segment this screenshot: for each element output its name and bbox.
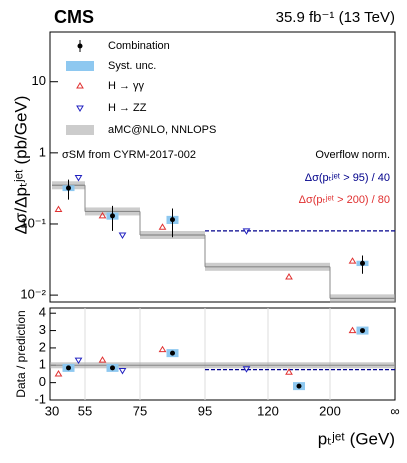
ratio-point bbox=[296, 383, 302, 389]
data-point bbox=[118, 232, 127, 239]
data-point bbox=[54, 205, 63, 212]
ratio-point bbox=[74, 357, 83, 365]
ratio-y-tick-label: -1 bbox=[34, 391, 46, 406]
x-tick-label: 75 bbox=[133, 403, 147, 418]
data-point bbox=[158, 223, 167, 230]
y-tick-label: 10⁻¹ bbox=[20, 215, 46, 230]
data-point bbox=[110, 213, 115, 219]
legend-swatch bbox=[66, 61, 94, 71]
y-tick-label: 1 bbox=[39, 144, 46, 159]
ratio-y-label: Data / prediction bbox=[14, 310, 28, 397]
ratio-point bbox=[170, 350, 175, 356]
data-point bbox=[98, 211, 107, 219]
ratio-point bbox=[242, 366, 251, 373]
y-label: Δσ/Δpₜʲᵉᵗ (pb/GeV) bbox=[11, 96, 30, 235]
ratio-point bbox=[285, 368, 293, 375]
x-tick-label: ∞ bbox=[390, 403, 399, 418]
x-label: pₜʲᵉᵗ (GeV) bbox=[318, 429, 395, 448]
ratio-y-tick-label: 2 bbox=[39, 339, 46, 354]
x-tick-label: 200 bbox=[319, 403, 341, 418]
y-tick-label: 10⁻² bbox=[20, 287, 46, 302]
data-point bbox=[348, 257, 357, 264]
data-point bbox=[242, 228, 251, 235]
ratio-y-tick-label: 0 bbox=[39, 374, 46, 389]
annotation: Δσ(pₜʲᵉᵗ > 95) / 40 bbox=[305, 172, 390, 184]
legend-label: aMC@NLO, NNLOPS bbox=[108, 124, 216, 136]
ratio-point bbox=[158, 345, 167, 353]
legend-label: Syst. unc. bbox=[108, 60, 156, 72]
data-point bbox=[66, 185, 71, 191]
x-tick-label: 120 bbox=[257, 403, 279, 418]
x-tick-label: 30 bbox=[45, 403, 59, 418]
y-tick-label: 10 bbox=[32, 73, 46, 88]
ratio-point bbox=[110, 365, 115, 371]
ratio-point bbox=[118, 367, 127, 375]
legend-swatch bbox=[66, 125, 94, 135]
ratio-y-tick-label: 3 bbox=[39, 322, 46, 337]
ratio-y-tick-label: 1 bbox=[39, 357, 46, 372]
annotation: Δσ(pₜʲᵉᵗ > 200) / 80 bbox=[299, 194, 390, 206]
data-point bbox=[170, 217, 175, 223]
legend-label: H → ZZ bbox=[108, 102, 147, 114]
legend-marker bbox=[76, 105, 84, 112]
data-point bbox=[285, 272, 293, 280]
annotation: Overflow norm. bbox=[315, 149, 390, 161]
legend-label: H → γγ bbox=[108, 80, 145, 92]
upper-frame bbox=[49, 31, 396, 303]
data-point bbox=[74, 175, 83, 182]
ratio-point bbox=[348, 326, 357, 334]
ratio-y-tick-label: 4 bbox=[39, 305, 46, 320]
data-point bbox=[360, 260, 365, 266]
annotation: σSM from CYRM-2017-002 bbox=[62, 149, 196, 161]
ratio-point bbox=[66, 365, 71, 371]
x-tick-label: 55 bbox=[78, 403, 92, 418]
experiment: CMS bbox=[54, 7, 94, 27]
legend-marker bbox=[76, 82, 84, 89]
ratio-point bbox=[98, 356, 107, 363]
legend-label: Combination bbox=[108, 40, 170, 52]
lumi: 35.9 fb⁻¹ (13 TeV) bbox=[276, 9, 395, 26]
ratio-point bbox=[54, 369, 63, 377]
x-tick-label: 95 bbox=[198, 403, 212, 418]
ratio-point bbox=[360, 328, 365, 334]
lower-frame bbox=[49, 307, 396, 401]
